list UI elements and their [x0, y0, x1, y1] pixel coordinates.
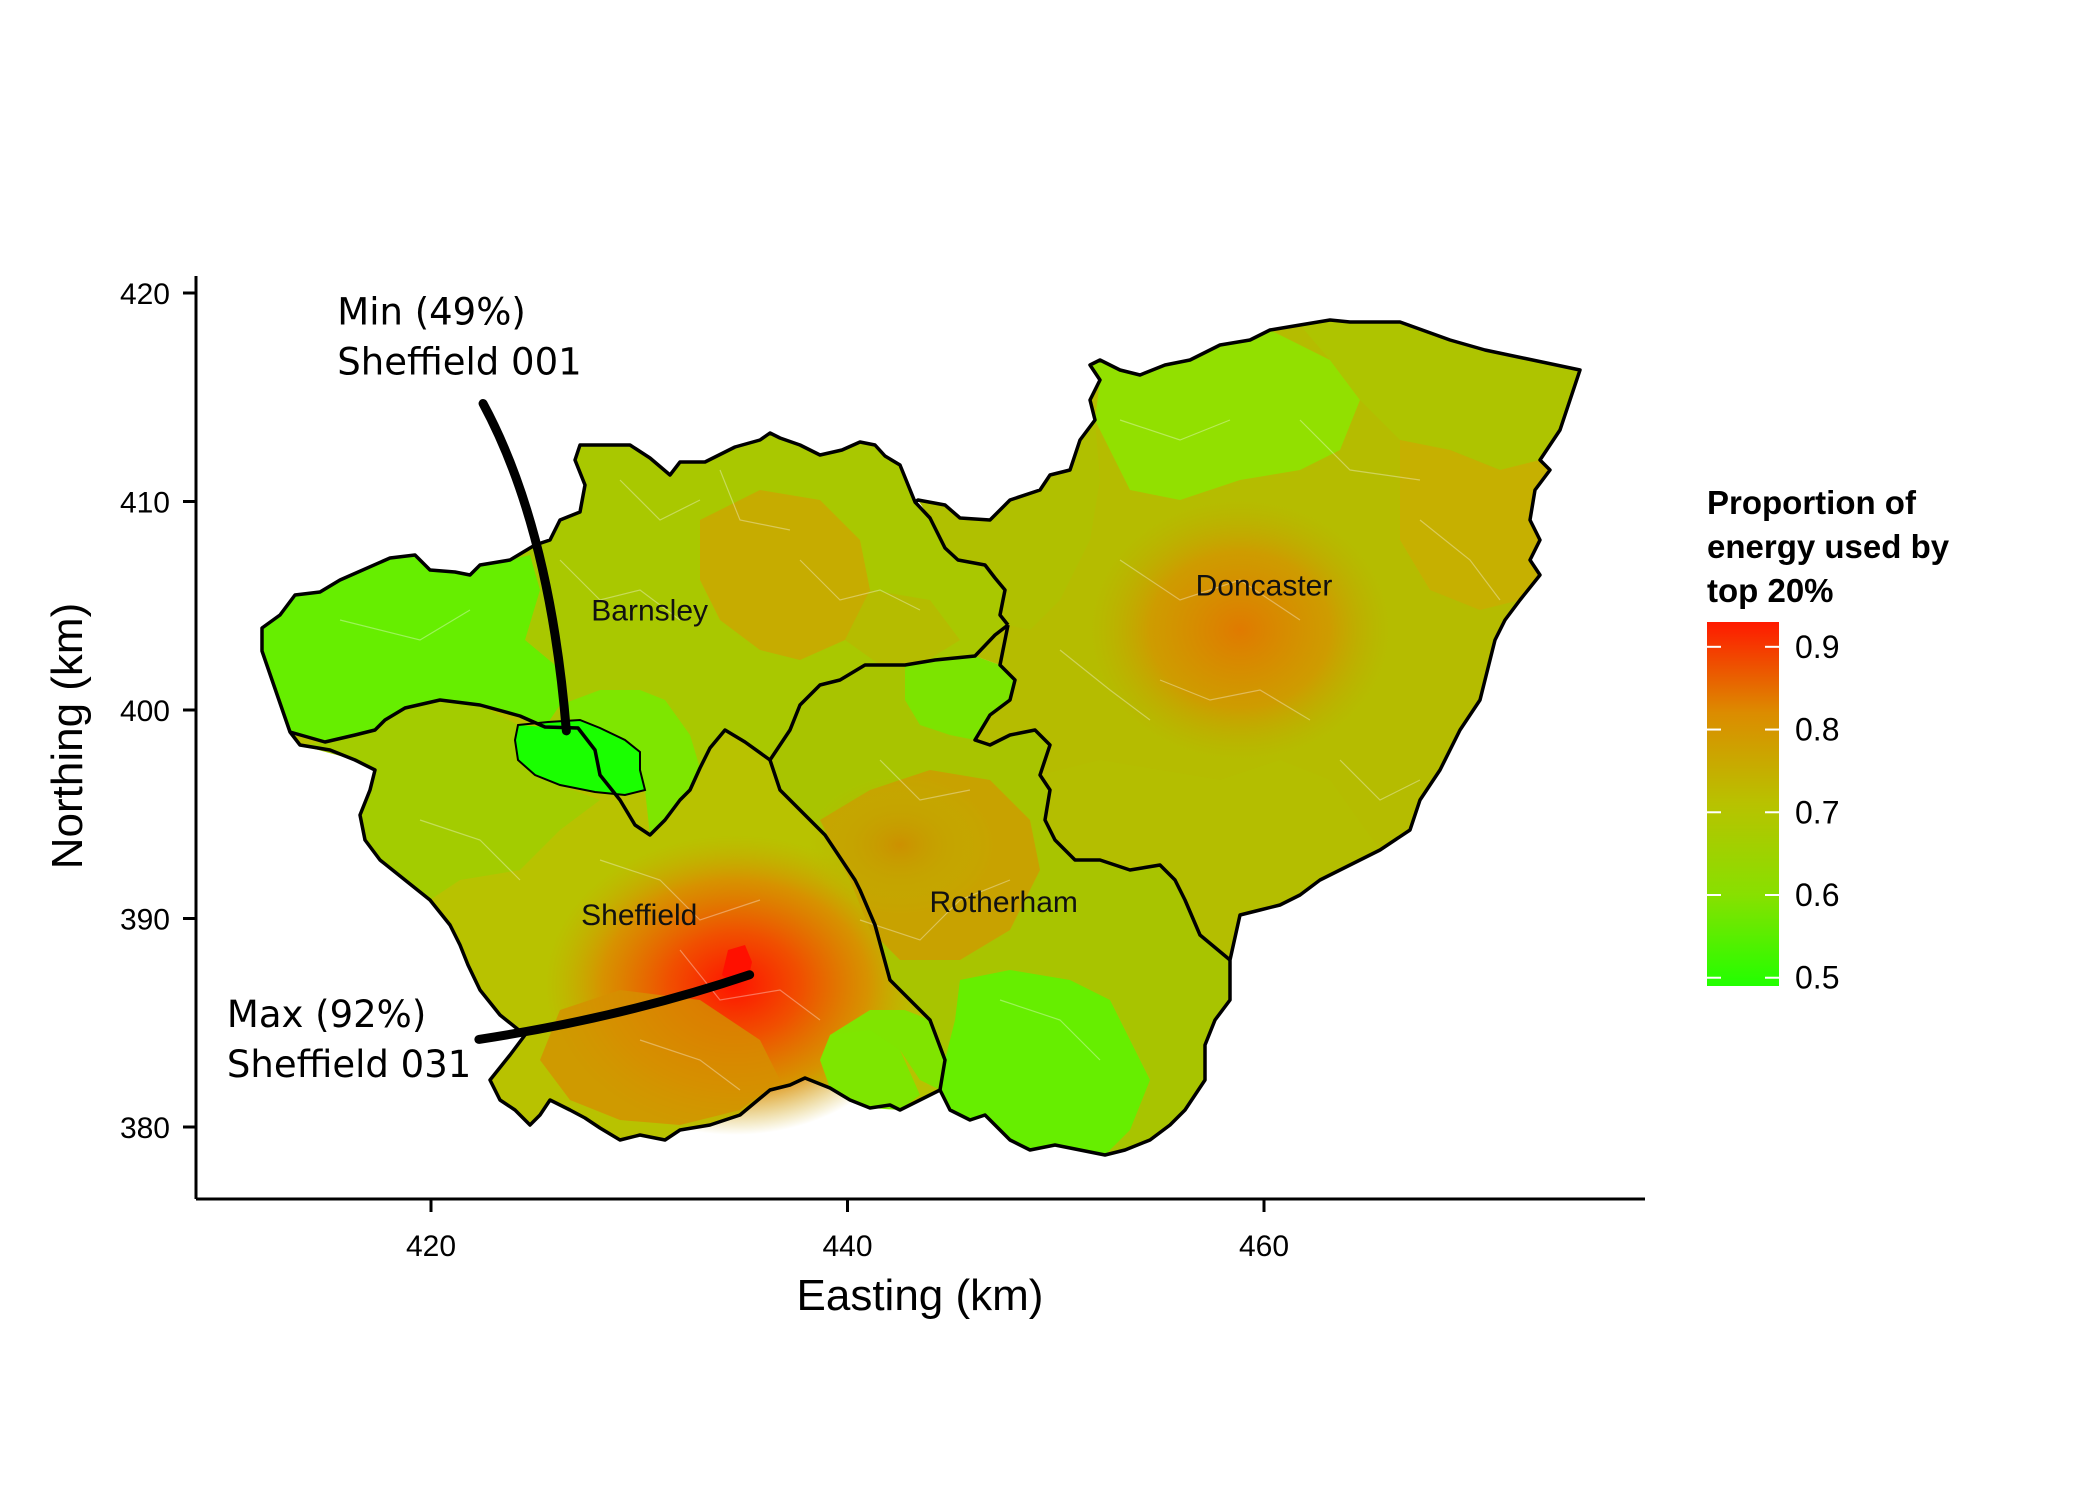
max-annotation-line-2: Sheffield 031 — [227, 1043, 471, 1086]
min-annotation-line-1: Min (49%) — [337, 290, 526, 333]
y-ticks: 380 390 400 410 420 — [120, 278, 196, 1145]
rotherham-south-green — [940, 970, 1150, 1155]
doncaster-north-green — [1090, 330, 1360, 500]
y-tick-label: 420 — [120, 278, 170, 311]
sheffield-east-green — [820, 1020, 920, 1110]
region-label-rotherham: Rotherham — [929, 886, 1077, 919]
barnsley-southeast — [845, 590, 960, 665]
x-tick-label: 420 — [406, 1230, 456, 1263]
legend-title-line-3: top 20% — [1707, 572, 1834, 609]
region-labels: Barnsley Doncaster Sheffield Rotherham — [581, 569, 1332, 931]
y-tick-label: 400 — [120, 695, 170, 728]
county-outer-boundary — [260, 318, 1582, 1157]
doncaster-west-olive — [918, 420, 1100, 630]
x-tick-label: 440 — [822, 1230, 872, 1263]
legend-tick-label: 0.7 — [1795, 794, 1839, 830]
legend-title-line-2: energy used by — [1707, 528, 1950, 565]
annotations: Min (49%) Sheffield 001 Max (92%) Sheffield… — [227, 290, 755, 1086]
x-ticks: 420 440 460 — [406, 1199, 1289, 1263]
legend-tick-label: 0.9 — [1795, 629, 1839, 665]
y-tick-label: 390 — [120, 904, 170, 937]
barnsley-east-warm — [700, 490, 870, 660]
min-area-outline — [513, 718, 647, 797]
x-axis-title: Easting (km) — [797, 1271, 1044, 1320]
legend-ticks: 0.5 0.6 0.7 0.8 0.9 — [1707, 629, 1839, 996]
boundary-barnsley-rotherham — [768, 623, 1010, 761]
doncaster-east-amber — [1400, 440, 1550, 610]
map-layer — [260, 318, 1582, 1157]
legend-tick-label: 0.6 — [1795, 877, 1839, 913]
y-axis-title: Northing (km) — [43, 603, 92, 870]
boundary-barnsley-sheffield — [289, 698, 772, 837]
doncaster-town-hot — [1090, 500, 1390, 760]
rotherham-town-warm — [805, 775, 995, 915]
legend-tick-label: 0.5 — [1795, 960, 1839, 996]
region-label-barnsley: Barnsley — [591, 594, 708, 627]
lsoa-boundaries — [339, 419, 1501, 1091]
sheffield-001-min-area — [515, 720, 645, 795]
x-tick-label: 460 — [1239, 1230, 1289, 1263]
min-leader-line — [478, 399, 571, 736]
legend-tick-label: 0.8 — [1795, 712, 1839, 748]
barnsley-moorland — [262, 555, 560, 742]
sheffield-south-warm — [540, 990, 780, 1125]
color-legend: Proportion of energy used by top 20% 0.5… — [1707, 484, 1950, 996]
max-leader-line — [474, 970, 755, 1044]
region-label-doncaster: Doncaster — [1196, 569, 1333, 602]
rotherham-southwest-green — [830, 1010, 945, 1090]
legend-colorbar — [1707, 622, 1779, 986]
y-tick-label: 410 — [120, 487, 170, 520]
region-label-sheffield: Sheffield — [581, 899, 697, 932]
sheffield-west-lime — [300, 700, 600, 900]
boundary-sheffield-rotherham — [768, 759, 947, 1091]
min-annotation-line-2: Sheffield 001 — [337, 340, 581, 383]
legend-title-line-1: Proportion of — [1707, 484, 1917, 521]
max-annotation-line-1: Max (92%) — [227, 993, 426, 1036]
boundary-barnsley-doncaster — [913, 500, 1010, 627]
boundary-rotherham-doncaster — [973, 624, 1232, 962]
doncaster-south-olive — [1040, 760, 1380, 960]
axes: 380 390 400 410 420 420 440 460 Easting (km) N… — [43, 276, 1645, 1320]
y-tick-label: 380 — [120, 1112, 170, 1145]
doncaster-northeast-olive — [1300, 320, 1580, 470]
